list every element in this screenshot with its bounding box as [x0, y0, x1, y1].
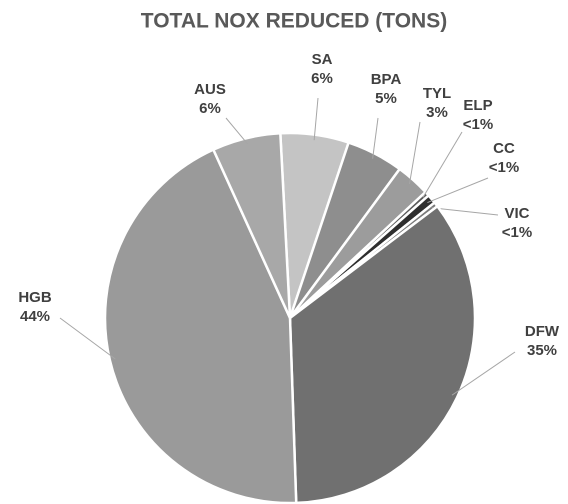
slice-label: DFW: [525, 323, 560, 340]
slice-value-label: 44%: [20, 308, 50, 325]
pie-slice: [103, 147, 298, 504]
slice-value-label: <1%: [463, 116, 493, 133]
leader-line: [422, 131, 463, 198]
slice-value-label: 3%: [426, 104, 448, 121]
slice-label: CC: [493, 140, 515, 157]
slice-value-label: <1%: [502, 224, 532, 241]
slice-value-label: 6%: [311, 70, 333, 87]
slice-value-label: <1%: [489, 159, 519, 176]
slice-label: BPA: [371, 71, 402, 88]
chart-title: TOTAL NOX REDUCED (TONS): [141, 10, 447, 33]
pie-slice: [288, 204, 477, 504]
pie-slice: [211, 131, 292, 319]
slice-label: ELP: [463, 97, 492, 114]
leader-line: [313, 97, 319, 141]
leader-line: [408, 121, 421, 185]
slice-label: VIC: [504, 205, 529, 222]
leader-line: [59, 317, 116, 360]
leader-line: [225, 117, 248, 145]
slice-value-label: 35%: [527, 342, 557, 359]
leader-line: [427, 177, 489, 204]
slice-label: HGB: [18, 289, 52, 306]
slice-value-label: 6%: [199, 100, 221, 117]
leader-line: [431, 207, 499, 216]
slice-label: SA: [312, 51, 333, 68]
leader-line: [451, 351, 516, 396]
slice-value-label: 5%: [375, 90, 397, 107]
leader-line: [372, 117, 379, 159]
slice-label: TYL: [423, 85, 451, 102]
slice-label: AUS: [194, 81, 226, 98]
